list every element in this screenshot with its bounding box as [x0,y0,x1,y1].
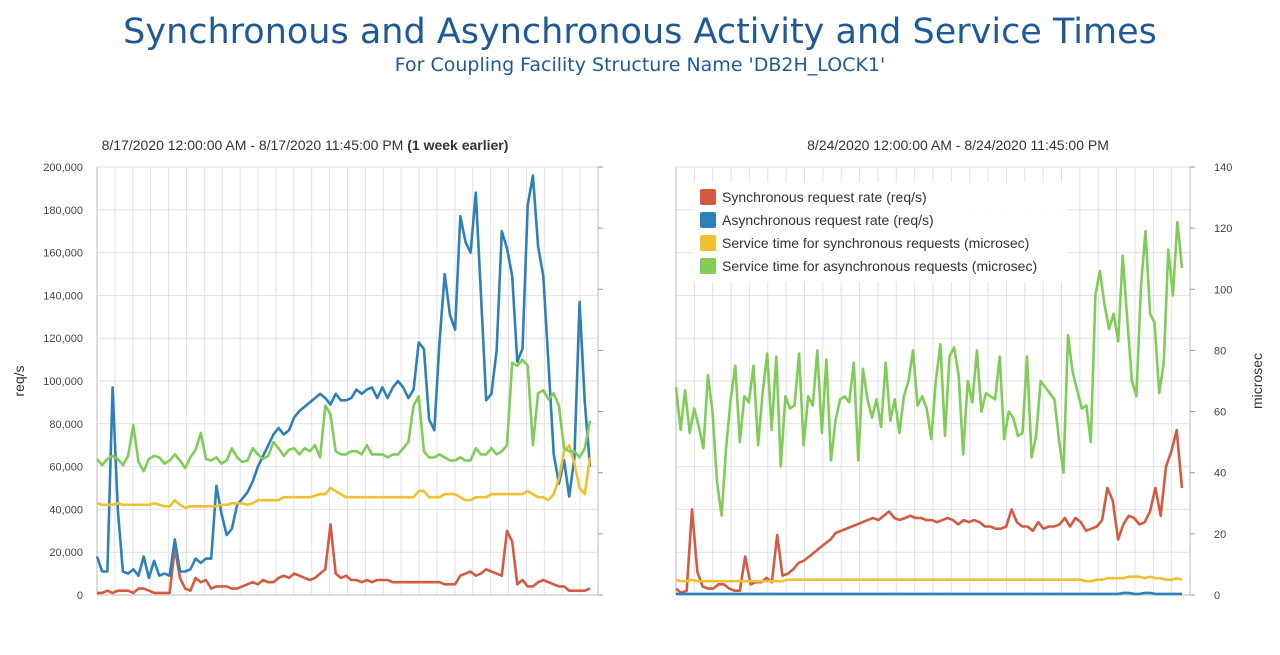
y-tick-label: 140,000 [43,290,83,302]
chart-1: 0 20,000 40,000 60,000 80,000 100,000 120,000 1… [11,137,603,602]
y2-tick-label: 60 [1214,407,1226,419]
series-line-async-time [674,220,1184,517]
y2-tick-label: 100 [1214,284,1232,296]
y-tick-label: 40,000 [49,504,83,516]
y2-tick-label: 0 [1214,590,1220,602]
series-line-async-rate [676,591,1182,596]
chart-title: 8/24/2020 12:00:00 AM - 8/24/2020 11:45:… [807,137,1109,153]
series-line-sync-time [96,443,592,510]
series-line-async-rate [95,174,592,580]
y-tick-label: 60,000 [49,462,83,474]
y-tick-label: 80,000 [49,419,83,431]
legend-swatch-sync-rate [700,189,716,205]
legend-swatch-async-rate [700,212,716,228]
legend-label-sync-rate[interactable]: Synchronous request rate (req/s) [722,189,927,205]
y-axis-title: req/s [11,365,27,396]
y-tick-label: 20,000 [49,547,83,559]
y-tick-label: 100,000 [43,376,83,388]
y-tick-label: 120,000 [43,333,83,345]
y-tick-label: 160,000 [43,248,83,260]
y-tick-label: 0 [77,590,83,602]
legend-background [692,182,1067,282]
legend-swatch-sync-time [700,235,716,251]
series-line-async-time [96,358,592,473]
series-line-sync-rate [675,428,1184,595]
y-tick-label: 180,000 [43,205,83,217]
page-title: Synchronous and Asynchronous Activity an… [123,12,1157,52]
y2-tick-label: 80 [1214,345,1226,357]
y2-tick-label: 120 [1214,223,1232,235]
y2-tick-label: 40 [1214,468,1226,480]
chart-title: 8/17/2020 12:00:00 AM - 8/17/2020 11:45:… [102,137,509,153]
y-tick-label: 200,000 [43,162,83,174]
chart-2: 0 20 40 60 80 100 120 140 microsec 8/24/2020 12:0… [674,137,1265,602]
legend: Synchronous request rate (req/s) Asynchro… [692,182,1067,282]
series-line-sync-rate [97,523,591,595]
y2-tick-label: 20 [1214,529,1226,541]
y2-axis-title: microsec [1249,353,1265,409]
y2-tick-label: 140 [1214,162,1232,174]
page-subtitle: For Coupling Facility Structure Name 'DB… [394,54,886,76]
legend-label-sync-time[interactable]: Service time for synchronous requests (m… [722,235,1029,251]
legend-label-async-time[interactable]: Service time for asynchronous requests (… [722,258,1037,274]
legend-label-async-rate[interactable]: Asynchronous request rate (req/s) [722,212,934,228]
legend-swatch-async-time [700,258,716,274]
series-line-sync-time [675,575,1183,583]
